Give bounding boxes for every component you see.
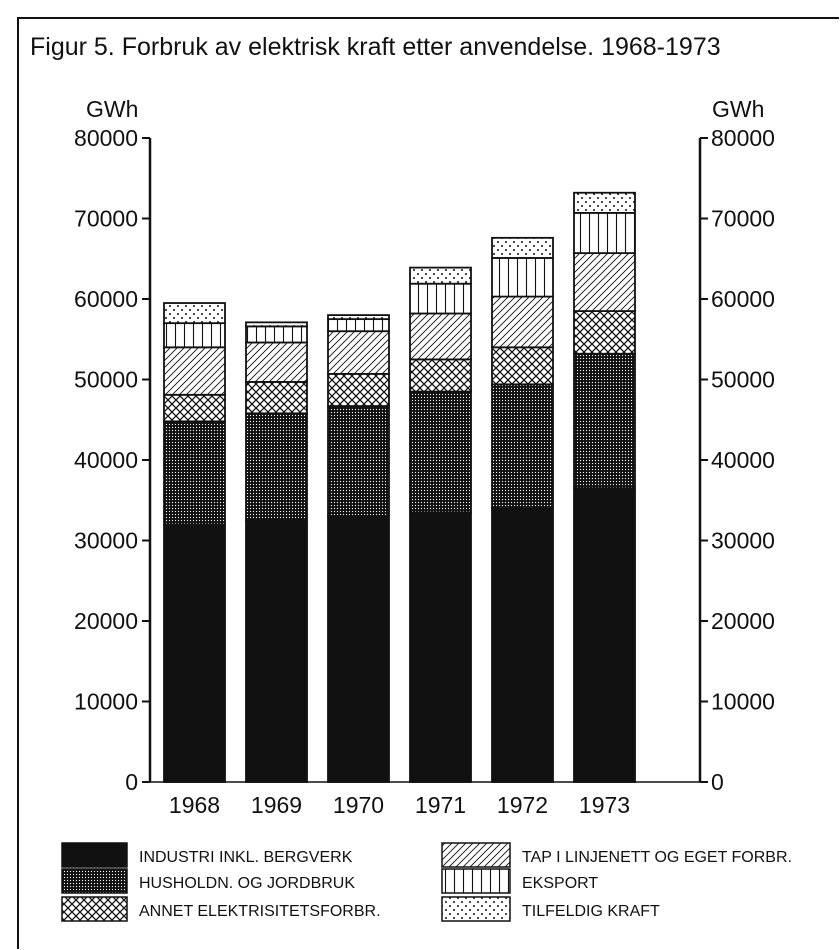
y-tick-label-right: 20000 [711, 608, 775, 634]
y-tick-label-left: 40000 [74, 447, 138, 473]
bar-segment [491, 383, 554, 510]
bar-segment [491, 507, 554, 783]
x-tick-label: 1971 [415, 792, 466, 818]
bar-segment [409, 358, 472, 393]
legend-label: EKSPORT [522, 875, 598, 892]
y-tick-label-left: 70000 [74, 206, 138, 232]
bar-segment [245, 381, 308, 415]
y-tick-label-right: 10000 [711, 689, 775, 715]
bar-segment [409, 282, 472, 315]
chart-title: Figur 5. Forbruk av elektrisk kraft ette… [30, 33, 721, 61]
bar-segment [327, 318, 390, 333]
bar-segment [491, 346, 554, 386]
bar-segment [163, 322, 226, 349]
y-tick-label-left: 30000 [74, 528, 138, 554]
bar-segment [409, 312, 472, 361]
legend-swatch [441, 842, 511, 868]
x-tick-label: 1970 [333, 792, 384, 818]
legend-label: INDUSTRI INKL. BERGVERK [139, 849, 353, 866]
bar-segment [245, 519, 308, 783]
bar-segment [327, 515, 390, 783]
legend-swatch [441, 896, 511, 922]
y-tick-label-right: 0 [711, 769, 724, 795]
bar-segment [573, 191, 636, 214]
y-tick-label-left: 10000 [74, 689, 138, 715]
bar-segment [163, 420, 226, 526]
y-tick-label-left: 50000 [74, 367, 138, 393]
bar-segment [409, 390, 472, 514]
y-tick-label-left: 20000 [74, 608, 138, 634]
bar-segment [245, 412, 308, 522]
bar-segment [327, 372, 390, 407]
y-tick-label-right: 40000 [711, 447, 775, 473]
y-tick-label-right: 70000 [711, 206, 775, 232]
bar-segment [409, 511, 472, 783]
bar-segment [573, 211, 636, 255]
bar-segment [327, 405, 390, 518]
legend-swatch [61, 868, 128, 894]
bar-segment [573, 352, 636, 490]
bar-segment [245, 325, 308, 344]
bar-segment [245, 341, 308, 383]
y-tick-label-right: 60000 [711, 286, 775, 312]
y-tick-label-left: 0 [125, 769, 138, 795]
legend-label: TILFELDIG KRAFT [522, 903, 660, 920]
bar-segment [409, 266, 472, 285]
bar-segment [163, 346, 226, 396]
bar-segment [163, 302, 226, 325]
bar-segment [573, 252, 636, 312]
figure-frame [17, 17, 839, 949]
y-axis-label-left: GWh [86, 96, 138, 122]
y-tick-label-left: 60000 [74, 286, 138, 312]
bar-segment [491, 257, 554, 298]
bar-segment [163, 393, 226, 423]
x-tick-label: 1969 [251, 792, 302, 818]
y-axis-label-right: GWh [712, 96, 764, 122]
bar-segment [491, 236, 554, 259]
bar-segment [491, 295, 554, 349]
bar-segment [327, 330, 390, 375]
bar-segment [573, 487, 636, 783]
y-tick-label-left: 80000 [74, 125, 138, 151]
x-tick-label: 1973 [579, 792, 630, 818]
y-tick-label-right: 50000 [711, 367, 775, 393]
legend-label: TAP I LINJENETT OG EGET FORBR. [522, 849, 792, 866]
legend-label: ANNET ELEKTRISITETSFORBR. [139, 903, 381, 920]
legend-swatch [61, 896, 128, 922]
x-tick-label: 1972 [497, 792, 548, 818]
legend-swatch [61, 842, 128, 868]
y-tick-label-right: 30000 [711, 528, 775, 554]
bar-segment [163, 523, 226, 783]
x-tick-label: 1968 [169, 792, 220, 818]
y-tick-label-right: 80000 [711, 125, 775, 151]
legend-label: HUSHOLDN. OG JORDBRUK [139, 875, 355, 892]
legend-swatch [441, 868, 511, 894]
bar-segment [327, 314, 390, 321]
bar-segment [573, 310, 636, 355]
bar-segment [245, 321, 308, 328]
